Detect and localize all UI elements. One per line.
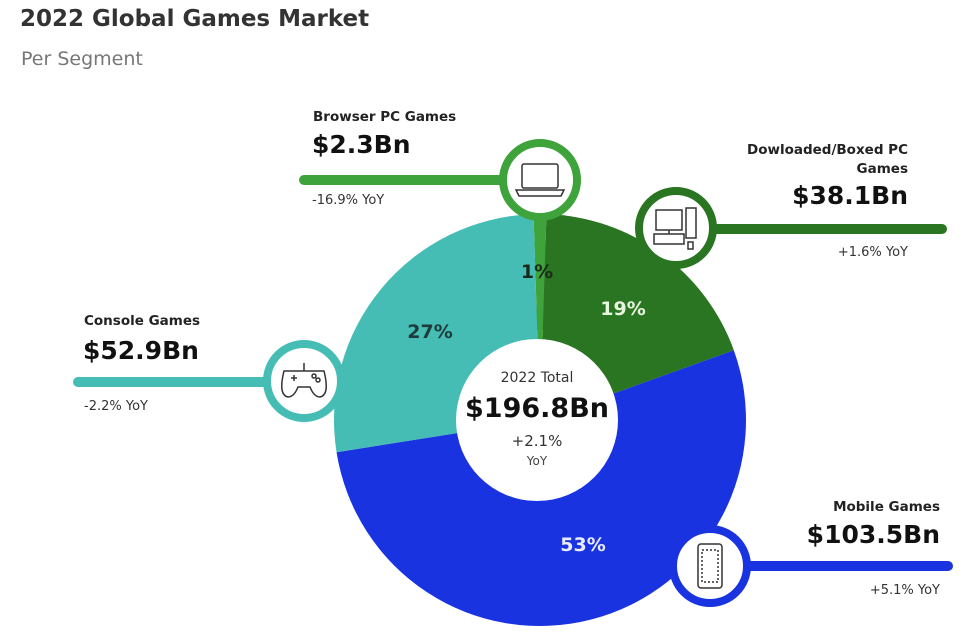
donut-hole	[456, 339, 618, 501]
callout-circle	[263, 340, 345, 422]
laptop-icon	[514, 163, 566, 197]
yoy-downloaded: +1.6% YoY	[837, 245, 908, 260]
chart-title: 2022 Global Games Market	[20, 6, 370, 32]
center-value: $196.8Bn	[465, 393, 609, 424]
slice-label: 19%	[600, 298, 645, 320]
value-browser: $2.3Bn	[312, 130, 411, 159]
yoy-mobile: +5.1% YoY	[869, 583, 940, 598]
callout-circle	[499, 139, 581, 221]
chart-subtitle: Per Segment	[21, 48, 143, 70]
value-console: $52.9Bn	[83, 336, 199, 365]
value-downloaded: $38.1Bn	[792, 181, 908, 210]
yoy-console: -2.2% YoY	[84, 399, 148, 414]
label-downloaded: Dowloaded/Boxed PC Games	[747, 142, 908, 177]
center-label: 2022 Total	[500, 370, 574, 386]
desktop-computer-icon	[653, 207, 697, 250]
center-change-unit: YoY	[526, 454, 548, 468]
yoy-browser: -16.9% YoY	[312, 193, 385, 208]
pie-slice-0	[533, 214, 547, 420]
label-console: Console Games	[84, 313, 201, 329]
slice-label: 1%	[521, 261, 553, 283]
slice-label: 53%	[560, 534, 605, 556]
label-mobile: Mobile Games	[833, 499, 940, 515]
smartphone-icon	[697, 543, 723, 589]
value-mobile: $103.5Bn	[806, 520, 940, 549]
slice-label: 27%	[407, 321, 452, 343]
label-browser: Browser PC Games	[313, 109, 457, 125]
center-change: +2.1%	[511, 432, 563, 450]
gamepad-icon	[281, 363, 327, 398]
callout-circle	[669, 525, 751, 607]
callout-circle	[635, 187, 717, 269]
